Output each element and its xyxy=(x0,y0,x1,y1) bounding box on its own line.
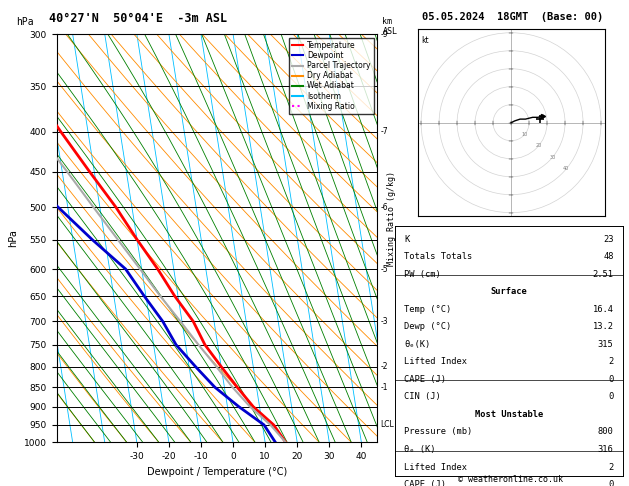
Text: Surface: Surface xyxy=(491,287,527,296)
Text: Lifted Index: Lifted Index xyxy=(404,357,467,366)
Text: Dewp (°C): Dewp (°C) xyxy=(404,322,452,331)
Text: 20: 20 xyxy=(535,143,542,148)
Text: θₑ (K): θₑ (K) xyxy=(404,445,436,454)
Text: -1: -1 xyxy=(381,382,388,392)
Text: -3: -3 xyxy=(381,317,388,326)
Text: -6: -6 xyxy=(381,203,388,212)
Text: Pressure (mb): Pressure (mb) xyxy=(404,428,472,436)
Text: 05.05.2024  18GMT  (Base: 00): 05.05.2024 18GMT (Base: 00) xyxy=(422,12,603,22)
Text: CAPE (J): CAPE (J) xyxy=(404,480,446,486)
Text: 23: 23 xyxy=(603,235,614,244)
Text: 40: 40 xyxy=(563,167,569,172)
Text: Mixing Ratio (g/kg): Mixing Ratio (g/kg) xyxy=(387,171,396,266)
Text: -9: -9 xyxy=(381,30,388,38)
Text: 30: 30 xyxy=(549,155,555,160)
Text: 0: 0 xyxy=(608,392,614,401)
Text: 2: 2 xyxy=(608,357,614,366)
Text: 0: 0 xyxy=(608,480,614,486)
Text: 16.4: 16.4 xyxy=(593,305,614,314)
Text: 10: 10 xyxy=(521,132,528,137)
Text: 2.51: 2.51 xyxy=(593,270,614,279)
Text: kt: kt xyxy=(421,36,429,45)
Text: θₑ(K): θₑ(K) xyxy=(404,340,430,349)
X-axis label: Dewpoint / Temperature (°C): Dewpoint / Temperature (°C) xyxy=(147,467,287,477)
Text: -5: -5 xyxy=(381,264,388,274)
Text: K: K xyxy=(404,235,409,244)
Text: 48: 48 xyxy=(603,252,614,261)
Text: Temp (°C): Temp (°C) xyxy=(404,305,452,314)
Legend: Temperature, Dewpoint, Parcel Trajectory, Dry Adiabat, Wet Adiabat, Isotherm, Mi: Temperature, Dewpoint, Parcel Trajectory… xyxy=(289,38,374,114)
Text: CAPE (J): CAPE (J) xyxy=(404,375,446,384)
Text: PW (cm): PW (cm) xyxy=(404,270,441,279)
Text: 13.2: 13.2 xyxy=(593,322,614,331)
Text: 315: 315 xyxy=(598,340,614,349)
Text: Most Unstable: Most Unstable xyxy=(475,410,543,419)
Y-axis label: hPa: hPa xyxy=(8,229,18,247)
Text: 316: 316 xyxy=(598,445,614,454)
Text: Lifted Index: Lifted Index xyxy=(404,463,467,471)
Text: 0: 0 xyxy=(608,375,614,384)
Text: -7: -7 xyxy=(381,127,388,136)
Text: hPa: hPa xyxy=(16,17,33,27)
Text: 800: 800 xyxy=(598,428,614,436)
Text: km
ASL: km ASL xyxy=(382,17,398,36)
Text: 40°27'N  50°04'E  -3m ASL: 40°27'N 50°04'E -3m ASL xyxy=(49,12,228,25)
Text: © weatheronline.co.uk: © weatheronline.co.uk xyxy=(459,474,563,484)
Text: Totals Totals: Totals Totals xyxy=(404,252,472,261)
Text: 2: 2 xyxy=(608,463,614,471)
Text: -2: -2 xyxy=(381,362,388,371)
Text: CIN (J): CIN (J) xyxy=(404,392,441,401)
Text: LCL: LCL xyxy=(381,420,394,429)
